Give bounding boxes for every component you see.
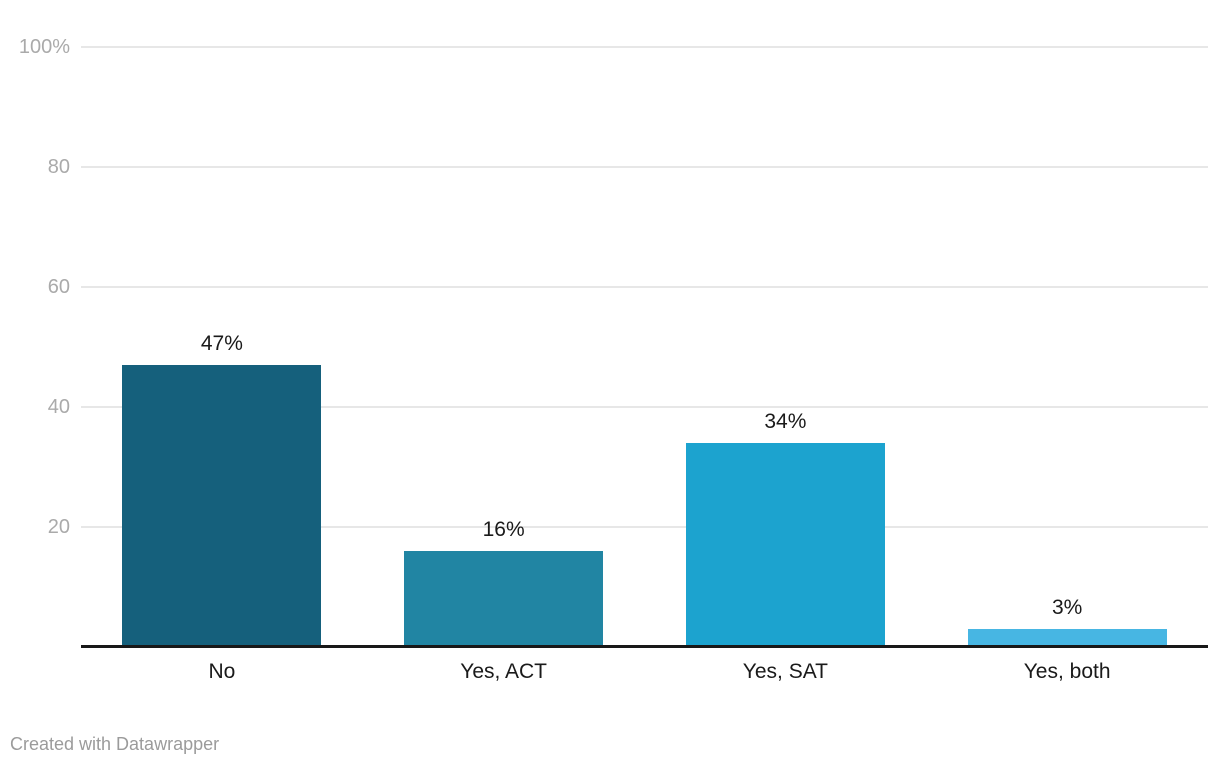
- bar-value-label: 47%: [200, 332, 243, 355]
- bar-value-label: 3%: [1051, 596, 1083, 619]
- gridline-100: [81, 46, 1208, 48]
- category-label: Yes, ACT: [460, 660, 548, 683]
- category-label: Yes, SAT: [742, 660, 828, 683]
- plot-area: 47% 16% 34% 3%: [81, 46, 1208, 647]
- attribution-text: Created with Datawrapper: [10, 734, 220, 754]
- gridline-60: [81, 286, 1208, 288]
- y-tick-label: 100%: [18, 36, 70, 58]
- bar-no: [122, 365, 322, 647]
- gridline-40: [81, 406, 1208, 408]
- gridline-20: [81, 526, 1208, 528]
- category-label: Yes, both: [1023, 660, 1111, 683]
- category-label: No: [208, 660, 236, 683]
- y-tick-label: 80: [47, 156, 70, 178]
- gridline-80: [81, 166, 1208, 168]
- y-tick-label: 60: [47, 276, 70, 298]
- bar-value-label: 16%: [482, 518, 525, 541]
- bar-yes-act: [404, 551, 604, 647]
- bar-yes-sat: [685, 443, 885, 647]
- bar-yes-both: [967, 629, 1167, 647]
- x-axis-line: [81, 645, 1208, 648]
- y-tick-label: 20: [47, 516, 70, 538]
- y-tick-label: 40: [47, 396, 70, 418]
- bar-value-label: 34%: [764, 410, 807, 433]
